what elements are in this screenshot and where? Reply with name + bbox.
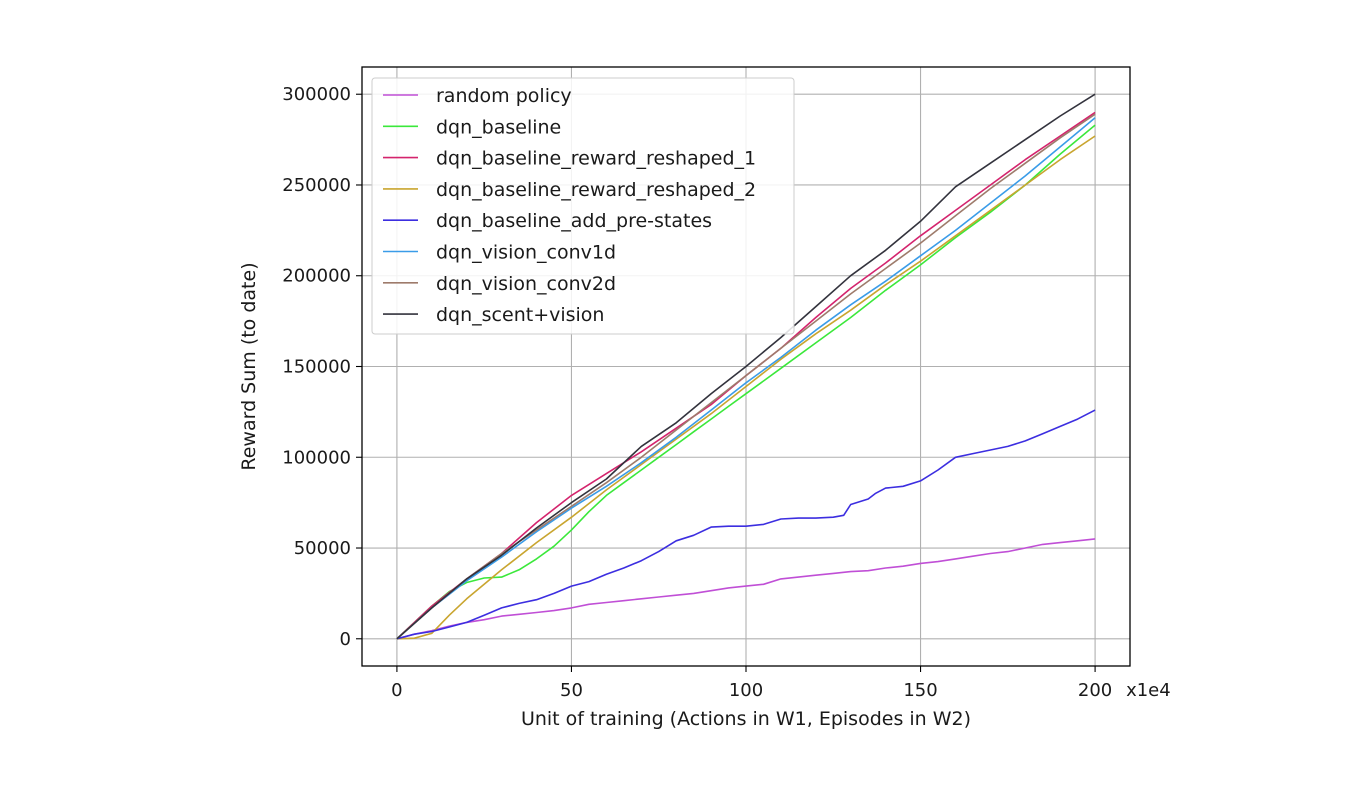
y-axis-label: Reward Sum (to date) [238, 262, 260, 470]
legend-label: dqn_vision_conv1d [436, 242, 616, 264]
legend: random policy dqn_baseline dqn_baseline_re… [371, 77, 795, 335]
x-tick-label: 200 [1078, 680, 1112, 701]
series-line-4 [396, 409, 1096, 640]
legend-label: dqn_scent+vision [436, 304, 604, 326]
y-tick-label: 50000 [294, 538, 351, 559]
legend-box [371, 77, 795, 335]
axis-ticks: 0 50 100 150 200 0 50000 100000 150000 200000 2500… [282, 84, 1112, 701]
series-line-3 [396, 135, 1096, 640]
series-line-1 [396, 124, 1096, 640]
series-lines [396, 93, 1096, 640]
x-axis-label: Unit of training (Actions in W1, Episode… [521, 708, 971, 730]
series-line-7 [396, 93, 1096, 640]
legend-label: dqn_baseline_reward_reshaped_1 [436, 148, 756, 170]
x-tick-label: 0 [391, 680, 402, 701]
y-tick-label: 250000 [282, 175, 351, 196]
x-tick-label: 100 [729, 680, 763, 701]
legend-label: dqn_baseline_add_pre-states [436, 210, 712, 232]
series-line-0 [396, 538, 1096, 640]
legend-label: dqn_baseline_reward_reshaped_2 [436, 179, 756, 201]
y-tick-label: 150000 [282, 357, 351, 378]
legend-label: dqn_baseline [436, 116, 561, 138]
legend-label: random policy [436, 85, 572, 107]
legend-label: dqn_vision_conv2d [436, 273, 616, 295]
y-tick-label: 0 [340, 629, 351, 650]
series-line-5 [396, 117, 1096, 640]
y-tick-label: 100000 [282, 447, 351, 468]
x-tick-label: 150 [903, 680, 937, 701]
y-tick-label: 200000 [282, 266, 351, 287]
y-tick-label: 300000 [282, 84, 351, 105]
x-axis-scale-label: x1e4 [1126, 680, 1171, 701]
x-tick-label: 50 [560, 680, 583, 701]
